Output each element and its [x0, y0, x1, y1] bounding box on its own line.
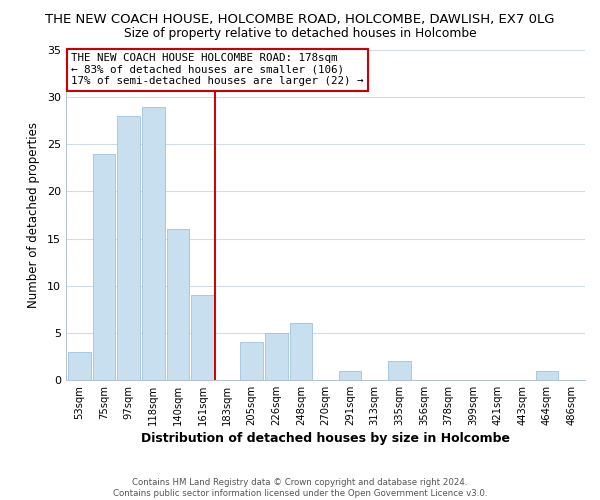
Bar: [93, 154, 115, 380]
Text: THE NEW COACH HOUSE HOLCOMBE ROAD: 178sqm
← 83% of detached houses are smaller (: THE NEW COACH HOUSE HOLCOMBE ROAD: 178sq…: [71, 54, 364, 86]
X-axis label: Distribution of detached houses by size in Holcombe: Distribution of detached houses by size …: [141, 432, 510, 445]
Text: Contains HM Land Registry data © Crown copyright and database right 2024.
Contai: Contains HM Land Registry data © Crown c…: [113, 478, 487, 498]
Bar: [68, 352, 91, 380]
Bar: [290, 324, 312, 380]
Text: Size of property relative to detached houses in Holcombe: Size of property relative to detached ho…: [124, 28, 476, 40]
Bar: [388, 361, 410, 380]
Bar: [142, 106, 164, 380]
Bar: [265, 333, 287, 380]
Bar: [167, 229, 189, 380]
Bar: [536, 370, 558, 380]
Bar: [191, 295, 214, 380]
Text: THE NEW COACH HOUSE, HOLCOMBE ROAD, HOLCOMBE, DAWLISH, EX7 0LG: THE NEW COACH HOUSE, HOLCOMBE ROAD, HOLC…: [45, 12, 555, 26]
Y-axis label: Number of detached properties: Number of detached properties: [27, 122, 40, 308]
Bar: [118, 116, 140, 380]
Bar: [241, 342, 263, 380]
Bar: [339, 370, 361, 380]
